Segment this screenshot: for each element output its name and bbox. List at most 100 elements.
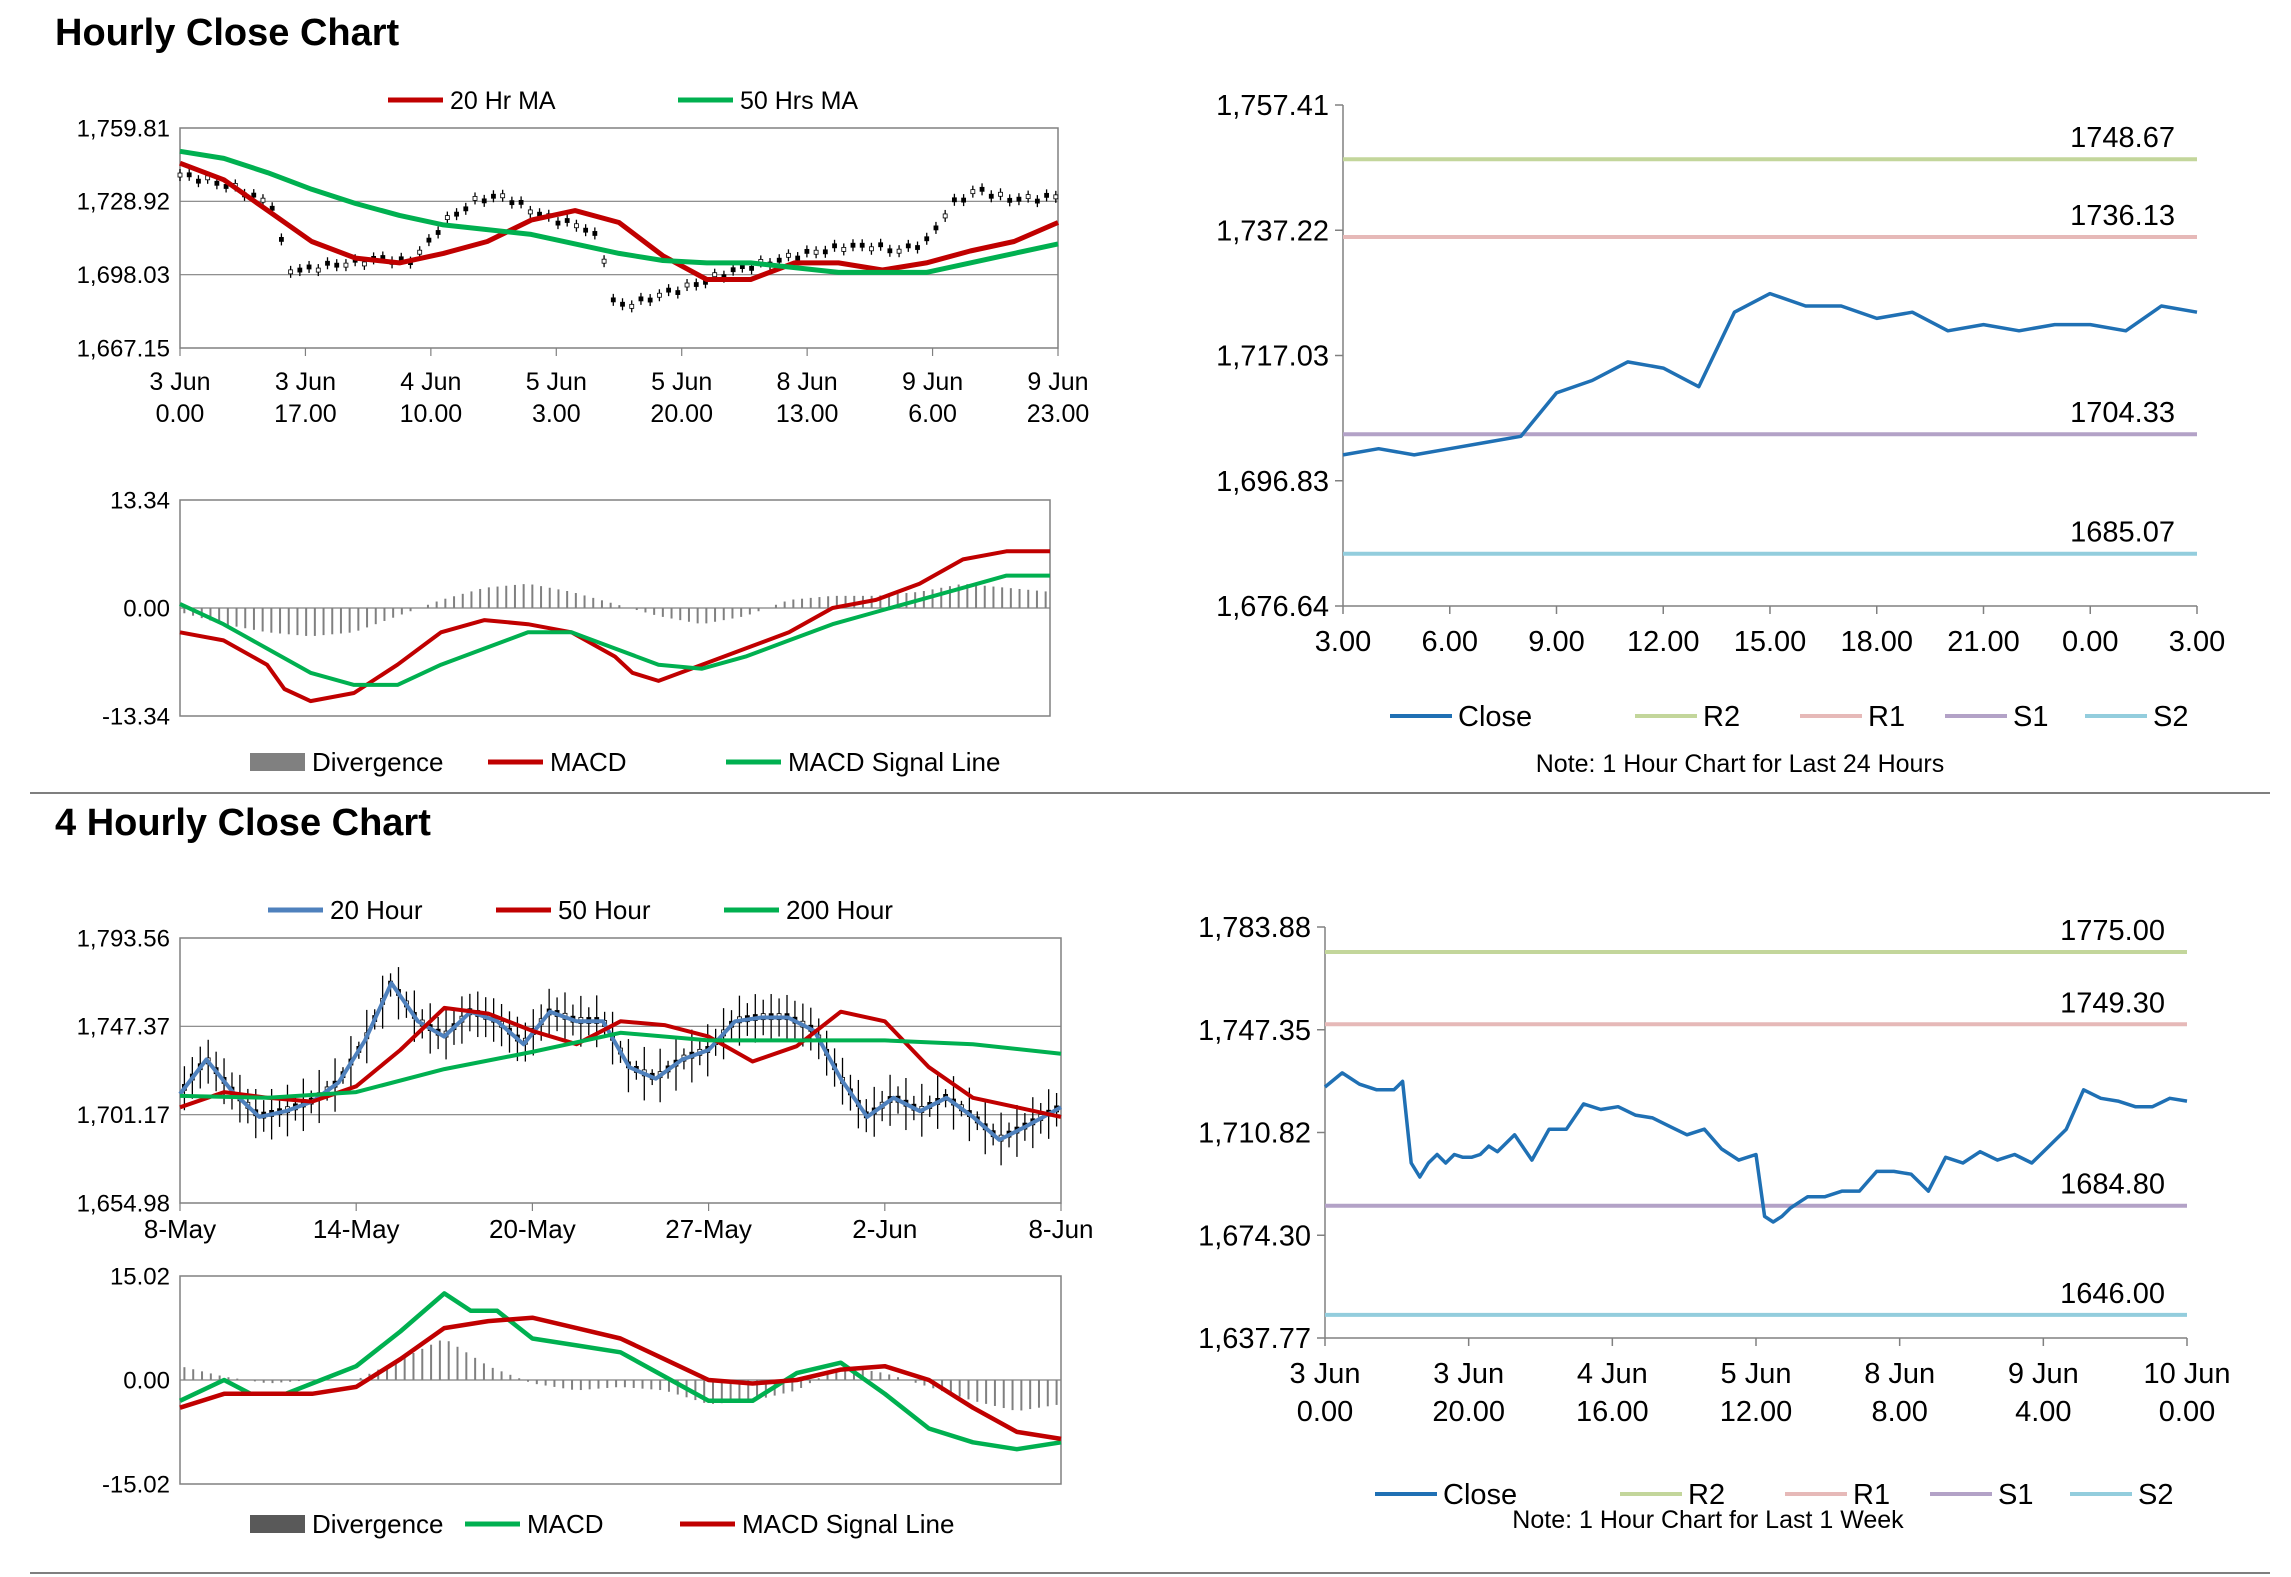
four-hourly-price-x-tick-label: 8-Jun bbox=[1028, 1214, 1093, 1244]
hourly-price-candle-body bbox=[1034, 198, 1040, 204]
four-hourly-price-y-tick-label: 1,793.56 bbox=[77, 925, 170, 952]
four-hourly-week-note: Note: 1 Hour Chart for Last 1 Week bbox=[1512, 1506, 1904, 1534]
hourly-price-candle-body bbox=[555, 220, 561, 226]
four-hourly-week-legend-label: R1 bbox=[1853, 1479, 1890, 1511]
hourly-price-candle-body bbox=[325, 260, 330, 266]
hourly-24h-series-close bbox=[1342, 291, 2198, 457]
hourly-price-x-tick-label: 9 Jun bbox=[902, 368, 963, 396]
hourly-price-x-tick-label: 3.00 bbox=[532, 400, 581, 428]
four-hourly-price-legend-label: 50 Hour bbox=[558, 895, 651, 925]
four-hourly-week-x-tick-label: 3 Jun bbox=[1290, 1358, 1361, 1390]
hourly-price-candle-body bbox=[638, 296, 644, 302]
hourly-price-candle-body bbox=[776, 257, 782, 263]
four-hourly-week-x-tick-label: 0.00 bbox=[2159, 1396, 2215, 1428]
hourly-price-candle-body bbox=[251, 192, 257, 198]
four-hourly-week-level-label-r2: 1775.00 bbox=[2060, 915, 2165, 947]
hourly-price-candle-body bbox=[435, 230, 441, 235]
four-hourly-week-x-tick-label: 0.00 bbox=[1297, 1396, 1353, 1428]
hourly-price-candle-body bbox=[491, 193, 496, 199]
hourly-price-candle-body bbox=[444, 215, 450, 220]
hourly-price-candle-body bbox=[905, 243, 911, 249]
hourly-price-candle-body bbox=[1053, 194, 1059, 200]
hourly-price-candle-body bbox=[970, 189, 976, 195]
hourly-price-series-20-hr-ma bbox=[179, 160, 1059, 282]
hourly-price-candle-body bbox=[804, 248, 810, 254]
hourly-price-x-tick-label: 17.00 bbox=[274, 400, 337, 428]
hourly-price-candle-body bbox=[574, 223, 579, 229]
four-hourly-week-y-tick-label: 1,747.35 bbox=[1198, 1015, 1311, 1047]
hourly-macd-series-macd-signal-line bbox=[179, 573, 1050, 687]
hourly-price-candle-body bbox=[361, 261, 367, 267]
hourly-price-candle-body bbox=[730, 267, 736, 273]
four-hourly-week-x-tick-label: 4 Jun bbox=[1577, 1358, 1648, 1390]
hourly-price-candle-body bbox=[656, 292, 662, 298]
hourly-24h-x-tick-label: 3.00 bbox=[2169, 626, 2225, 658]
hourly-price-y-tick-label: 1,728.92 bbox=[77, 189, 170, 216]
hourly-price-x-tick-label: 20.00 bbox=[650, 400, 713, 428]
hourly-price-candle-body bbox=[454, 211, 459, 217]
hourly-price-legend-label: 50 Hrs MA bbox=[740, 87, 858, 115]
hourly-price-candle-body bbox=[481, 198, 487, 204]
four-hourly-week-x-tick-label: 4.00 bbox=[2015, 1396, 2071, 1428]
hourly-price-candle-body bbox=[223, 184, 229, 189]
hourly-macd-legend-label: MACD Signal Line bbox=[788, 747, 1000, 777]
four-hourly-macd-legend-label: MACD Signal Line bbox=[742, 1509, 954, 1539]
hourly-price-candle-body bbox=[869, 246, 874, 252]
hourly-price-candle-body bbox=[951, 197, 957, 203]
four-hourly-price-plot-frame bbox=[179, 937, 1062, 1204]
bottom-divider bbox=[30, 1572, 2270, 1574]
hourly-price-candle-body bbox=[297, 267, 303, 273]
hourly-price-candle-body bbox=[850, 242, 856, 248]
hourly-price-candle-body bbox=[896, 248, 902, 254]
four-hourly-price-series-50-hour bbox=[179, 1005, 1062, 1119]
hourly-price-candle-body bbox=[832, 243, 837, 249]
hourly-price-candle-body bbox=[306, 264, 312, 270]
hourly-price-candle-body bbox=[924, 236, 930, 242]
hourly-price-x-tick-label: 5 Jun bbox=[651, 368, 712, 396]
hourly-24h-x-tick-label: 6.00 bbox=[1422, 626, 1478, 658]
hourly-macd-y-tick-label: -13.34 bbox=[102, 703, 170, 730]
four-hourly-week-legend-label: Close bbox=[1443, 1479, 1517, 1511]
four-hourly-price-series-20-hour bbox=[178, 981, 1062, 1142]
hourly-24h-x-tick-label: 21.00 bbox=[1947, 626, 2020, 658]
four-hourly-week-level-label-s1: 1684.80 bbox=[2060, 1169, 2165, 1201]
hourly-macd-legend-label: MACD bbox=[550, 747, 627, 777]
hourly-price-plot-frame bbox=[179, 127, 1059, 349]
hourly-price-candle-body bbox=[666, 287, 672, 293]
four-hourly-week-x-tick-label: 16.00 bbox=[1576, 1396, 1649, 1428]
four-hourly-week-x-tick-label: 20.00 bbox=[1432, 1396, 1505, 1428]
four-hourly-price-y-tick-label: 1,654.98 bbox=[77, 1190, 170, 1217]
four-hourly-price-y-tick-label: 1,701.17 bbox=[77, 1102, 170, 1129]
four-hourly-macd-legend-label: Divergence bbox=[312, 1509, 444, 1539]
hourly-price-candle-body bbox=[712, 272, 718, 278]
four-hourly-macd-y-tick-label: -15.02 bbox=[102, 1471, 170, 1498]
hourly-price-x-tick-label: 8 Jun bbox=[777, 368, 838, 396]
four-hourly-week-y-tick-label: 1,710.82 bbox=[1198, 1118, 1311, 1150]
hourly-price-candle-body bbox=[288, 269, 294, 275]
hourly-price-candle-body bbox=[583, 227, 589, 233]
hourly-price-candle-body bbox=[334, 262, 340, 268]
hourly-price-candle-body bbox=[509, 200, 515, 206]
four-hourly-week-x-tick-label: 3 Jun bbox=[1433, 1358, 1504, 1390]
hourly-price-candle-body bbox=[647, 297, 653, 303]
hourly-price-legend-label: 20 Hr MA bbox=[450, 87, 556, 115]
four-hourly-week-y-tick-label: 1,637.77 bbox=[1198, 1323, 1311, 1355]
hourly-price-candle-body bbox=[786, 252, 791, 258]
hourly-24h-legend-label: S2 bbox=[2153, 701, 2188, 733]
hourly-24h-y-tick-label: 1,737.22 bbox=[1216, 215, 1329, 247]
hourly-price-x-tick-label: 3 Jun bbox=[275, 368, 336, 396]
four-hourly-week-legend-label: R2 bbox=[1688, 1479, 1725, 1511]
four-hourly-price-legend-label: 200 Hour bbox=[786, 895, 893, 925]
four-hourly-price-x-tick-label: 14-May bbox=[313, 1214, 400, 1244]
hourly-price-candle-body bbox=[942, 213, 948, 219]
hourly-price-candle-body bbox=[675, 290, 681, 295]
four-hourly-price-series-200-hour bbox=[179, 1030, 1062, 1100]
hourly-24h-note: Note: 1 Hour Chart for Last 24 Hours bbox=[1536, 750, 1945, 778]
hourly-price-candle-body bbox=[592, 231, 598, 236]
hourly-price-candle-body bbox=[1016, 196, 1022, 202]
four-hourly-week-x-tick-label: 5 Jun bbox=[1721, 1358, 1792, 1390]
hourly-24h-legend-label: R2 bbox=[1703, 701, 1740, 733]
hourly-price-candle-body bbox=[1044, 192, 1049, 198]
hourly-price-candle-body bbox=[933, 225, 939, 231]
hourly-price-candle-body bbox=[620, 301, 625, 307]
